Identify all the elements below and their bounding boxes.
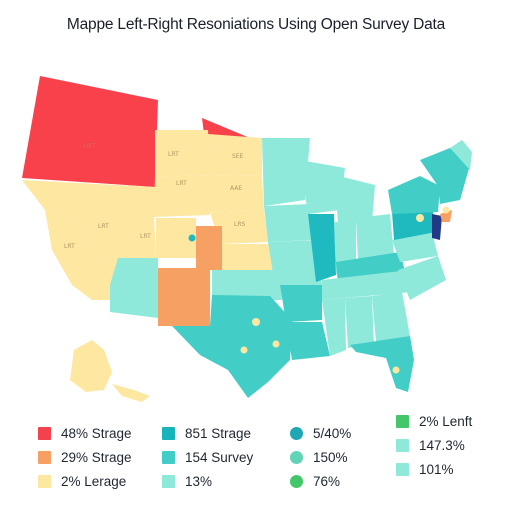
region-wyoming[interactable]	[154, 175, 210, 217]
region-missouri[interactable]	[268, 240, 322, 285]
state-label: LRT	[168, 151, 179, 158]
legend-swatch	[38, 426, 51, 440]
legend-swatch	[290, 474, 303, 488]
legend-item: 2% Lerage	[38, 472, 126, 490]
legend-swatch	[396, 438, 409, 452]
legend-label: 29% Strage	[61, 449, 132, 465]
legend-item: 2% Lenft	[396, 412, 472, 430]
region-michigan[interactable]	[335, 175, 375, 224]
region-nevada[interactable]	[80, 220, 120, 262]
legend-item: 101%	[396, 460, 454, 478]
legend-label: 5/40%	[313, 425, 352, 441]
region-kansas[interactable]	[220, 244, 275, 272]
region-utah[interactable]	[120, 217, 156, 260]
region-idaho[interactable]	[155, 130, 210, 177]
region-north-dakota[interactable]	[208, 134, 262, 176]
map-title: Mappe Left-Right Resoniations Using Open…	[66, 16, 446, 33]
legend-label: 13%	[185, 473, 213, 489]
state-label: SEE	[232, 153, 244, 160]
region-texas[interactable]	[172, 295, 292, 398]
legend-swatch	[38, 474, 51, 488]
legend-label: 2% Lerage	[61, 473, 127, 489]
region-aleutians[interactable]	[112, 384, 150, 402]
region-florida[interactable]	[350, 336, 414, 392]
region-ohio[interactable]	[356, 214, 394, 262]
legend-label: 2% Lenft	[419, 413, 473, 429]
legend-item: 147.3%	[396, 436, 465, 454]
legend-item: 150%	[290, 448, 348, 466]
region-carolinas[interactable]	[398, 256, 446, 300]
state-label: UFT	[84, 143, 96, 150]
city-marker-dallas[interactable]	[252, 318, 260, 326]
region-arizona[interactable]	[110, 258, 158, 318]
legend-item: 851 Strage	[162, 424, 251, 442]
region-louisiana[interactable]	[286, 322, 330, 360]
state-label: AAE	[230, 185, 242, 192]
region-new-england[interactable]	[420, 148, 470, 204]
city-marker-newyork[interactable]	[416, 214, 424, 222]
region-oregon[interactable]	[22, 180, 155, 224]
legend-swatch	[396, 462, 409, 476]
region-montana[interactable]	[202, 118, 250, 138]
legend-item: 13%	[162, 472, 212, 490]
state-label: LRS	[234, 221, 246, 228]
legend-item: 5/40%	[290, 424, 351, 442]
region-nebraska[interactable]	[210, 210, 268, 244]
legend-swatch	[162, 426, 175, 440]
city-marker-austin[interactable]	[272, 340, 280, 348]
state-label: LRT	[176, 180, 187, 187]
state-label: LRT	[64, 243, 75, 250]
region-california[interactable]	[45, 210, 120, 300]
legend-item: 48% Strage	[38, 424, 132, 442]
region-iowa[interactable]	[264, 204, 312, 242]
region-minnesota[interactable]	[262, 138, 310, 206]
legend-label: 150%	[313, 449, 348, 465]
legend-label: 154 Survey	[185, 449, 254, 465]
region-new-jersey[interactable]	[432, 214, 442, 240]
state-label: LRT	[98, 223, 109, 230]
region-mississippi[interactable]	[322, 298, 346, 356]
region-new-mexico[interactable]	[158, 268, 210, 326]
legend-label: 76%	[313, 473, 341, 489]
legend-item: 76%	[290, 472, 340, 490]
legend-item: 29% Strage	[38, 448, 132, 466]
region-washington[interactable]	[22, 76, 158, 187]
region-south-dakota[interactable]	[210, 175, 264, 212]
legend-swatch	[162, 450, 175, 464]
city-marker-miami[interactable]	[392, 366, 400, 374]
city-marker-houston[interactable]	[240, 346, 248, 354]
legend-label: 101%	[419, 461, 454, 477]
region-oklahoma[interactable]	[212, 270, 282, 300]
region-maine[interactable]	[450, 140, 472, 170]
region-colorado-east[interactable]	[196, 226, 222, 270]
region-alabama[interactable]	[345, 296, 374, 348]
legend-swatch	[38, 450, 51, 464]
region-tennessee[interactable]	[322, 270, 412, 300]
region-wisconsin[interactable]	[300, 160, 345, 214]
legend-swatch	[290, 426, 303, 440]
legend-item: 154 Survey	[162, 448, 253, 466]
region-georgia[interactable]	[372, 292, 410, 342]
legend-swatch	[162, 474, 175, 488]
city-marker-boston[interactable]	[442, 206, 450, 214]
city-marker-denver[interactable]	[188, 234, 196, 242]
region-alaska[interactable]	[70, 340, 112, 392]
region-colorado[interactable]	[156, 218, 196, 258]
region-illinois[interactable]	[308, 214, 336, 282]
region-pennsylvania[interactable]	[392, 206, 436, 240]
legend-label: 48% Strage	[61, 425, 132, 441]
state-label: LRT	[140, 233, 151, 240]
legend-swatch	[396, 414, 409, 428]
legend-label: 147.3%	[419, 437, 465, 453]
region-virginia[interactable]	[392, 232, 438, 262]
region-arkansas[interactable]	[280, 285, 322, 322]
region-delaware[interactable]	[440, 210, 452, 222]
legend-swatch	[290, 450, 303, 464]
region-new-york[interactable]	[388, 176, 440, 214]
legend-label: 851 Strage	[185, 425, 252, 441]
